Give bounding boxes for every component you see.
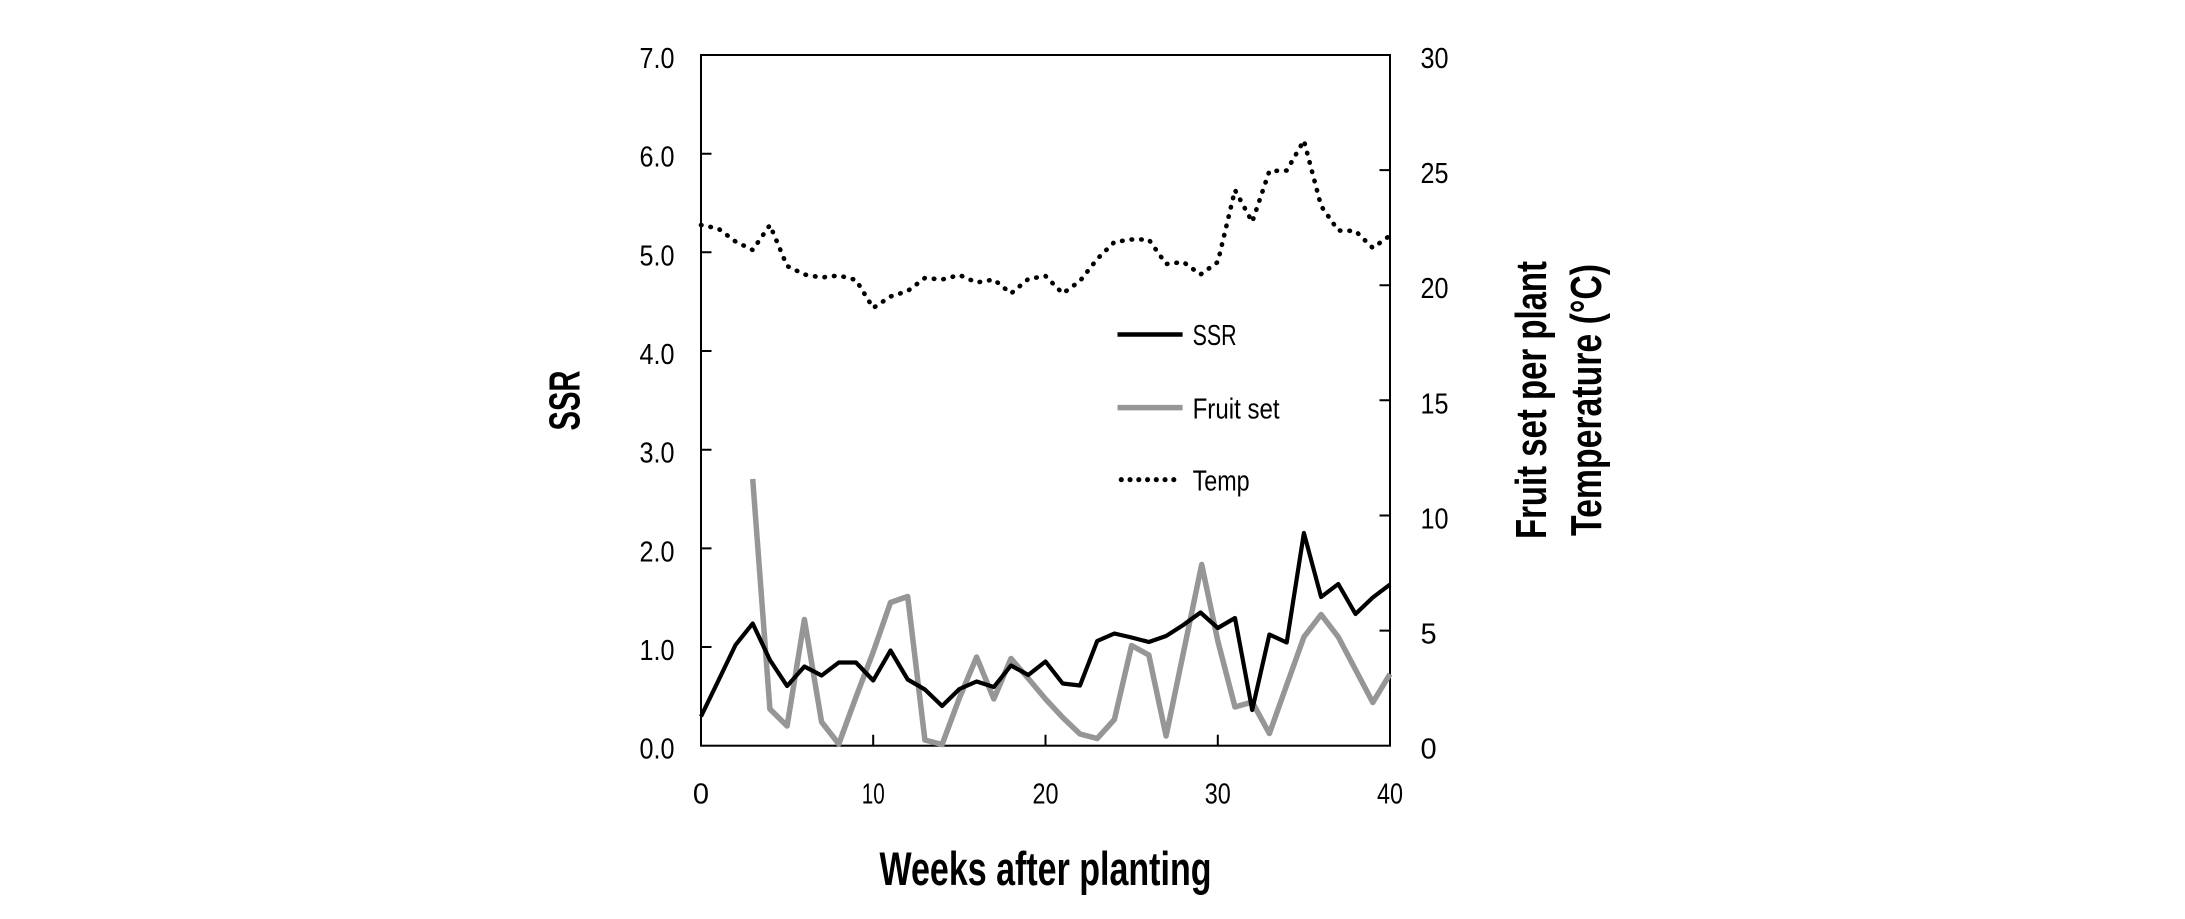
svg-text:SSR: SSR — [541, 371, 590, 431]
svg-text:0: 0 — [1421, 734, 1437, 766]
svg-text:Weeks after planting: Weeks after planting — [880, 842, 1212, 895]
svg-text:20: 20 — [1033, 779, 1059, 811]
svg-text:25: 25 — [1421, 158, 1449, 190]
svg-text:2.0: 2.0 — [640, 536, 675, 568]
svg-text:0.0: 0.0 — [640, 734, 675, 766]
svg-text:SSR: SSR — [1193, 320, 1237, 352]
svg-text:30: 30 — [1421, 43, 1449, 75]
svg-text:4.0: 4.0 — [640, 339, 675, 371]
svg-text:10: 10 — [1421, 504, 1449, 536]
svg-text:Fruit set per plant: Fruit set per plant — [1507, 261, 1556, 539]
svg-text:40: 40 — [1377, 779, 1403, 811]
svg-text:6.0: 6.0 — [640, 142, 675, 174]
svg-text:Fruit set: Fruit set — [1193, 393, 1280, 425]
svg-text:7.0: 7.0 — [640, 43, 675, 75]
svg-text:1.0: 1.0 — [640, 635, 675, 667]
svg-text:5: 5 — [1421, 619, 1437, 651]
svg-text:10: 10 — [862, 779, 885, 811]
svg-text:Temperature (°C): Temperature (°C) — [1562, 264, 1611, 536]
svg-text:0: 0 — [693, 779, 709, 811]
svg-text:30: 30 — [1205, 779, 1231, 811]
svg-text:Temp: Temp — [1193, 465, 1250, 497]
svg-text:15: 15 — [1421, 388, 1449, 420]
svg-text:5.0: 5.0 — [640, 240, 675, 272]
svg-text:3.0: 3.0 — [640, 438, 675, 470]
svg-text:20: 20 — [1421, 273, 1449, 305]
